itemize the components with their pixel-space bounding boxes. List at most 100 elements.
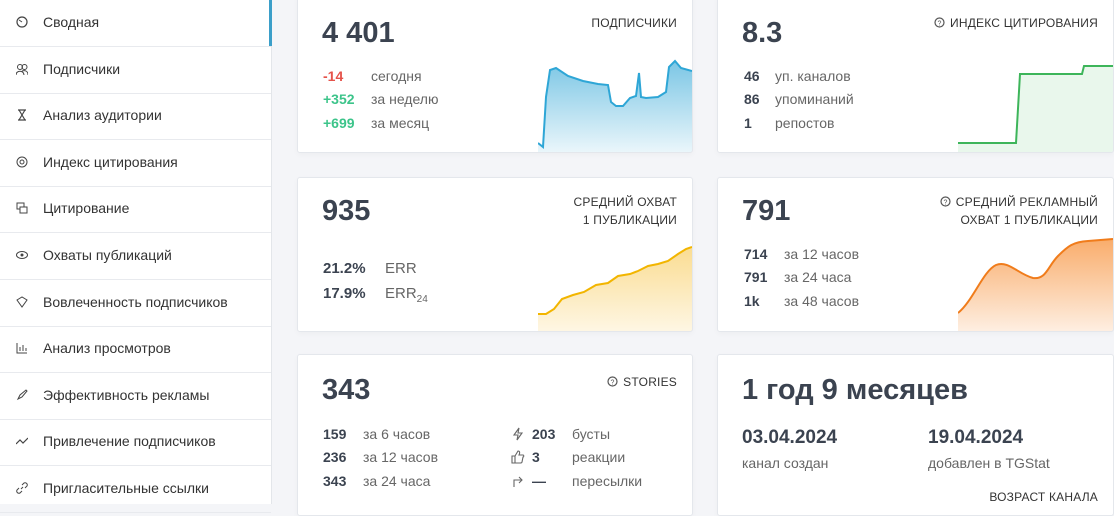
card-value: 1 год 9 месяцев [742, 374, 968, 406]
boost-icon [512, 427, 524, 441]
nav-icon [16, 389, 28, 400]
nav-icon [16, 482, 28, 494]
nav-icon [16, 63, 28, 75]
title-line: ОХВАТ 1 ПУБЛИКАЦИИ [960, 213, 1098, 227]
sparkline [538, 246, 692, 331]
date-label: канал создан [742, 455, 829, 471]
nav-label: Индекс цитирования [43, 153, 178, 170]
nav-label: Пригласительные ссылки [43, 480, 209, 496]
nav-item[interactable]: Анализ просмотров [0, 326, 271, 374]
card-title: ? STORIES [607, 373, 677, 391]
stat-label: пересылки [572, 473, 643, 489]
nav-item[interactable]: Анализ аудитории [0, 93, 271, 141]
card-title: ВОЗРАСТ КАНАЛА [989, 490, 1098, 504]
nav-icon [16, 437, 28, 445]
stat-value: 343 [323, 473, 347, 489]
date-value: 19.04.2024 [928, 427, 1024, 448]
nav-label: Вовлеченность подписчиков [43, 293, 228, 310]
nav-item[interactable]: Подписчики [0, 47, 271, 94]
card-title: СРЕДНИЙ ОХВАТ 1 ПУБЛИКАЦИИ [574, 193, 677, 229]
reach-card[interactable]: 935 СРЕДНИЙ ОХВАТ 1 ПУБЛИКАЦИИ 21.2% ERR … [297, 177, 693, 332]
nav-item[interactable]: Индекс цитирования [0, 140, 271, 187]
card-title: ПОДПИСЧИКИ [591, 16, 677, 30]
nav-item[interactable]: Пригласительные ссылки [0, 466, 271, 513]
nav-icon [16, 16, 28, 28]
subscribers-card[interactable]: 4 401 ПОДПИСЧИКИ -14 сегодня +352 за нед… [297, 0, 693, 153]
stat-value: 1 [744, 115, 752, 131]
nav-icon [16, 156, 28, 168]
date-label: добавлен в TGStat [928, 455, 1050, 471]
card-title: ИНДЕКС ЦИТИРОВАНИЯ [950, 16, 1098, 30]
date-value: 03.04.2024 [742, 427, 838, 448]
nav-icon [16, 202, 28, 214]
stat-value: — [532, 473, 546, 489]
nav-icon [16, 251, 28, 259]
reaction-icon [511, 450, 525, 464]
stat-label: за 12 часов [784, 246, 860, 262]
stat-value: 3 [532, 449, 540, 465]
stat-label: ERR24 [385, 285, 428, 305]
card-title: ? СРЕДНИЙ РЕКЛАМНЫЙ ОХВАТ 1 ПУБЛИКАЦИИ [940, 193, 1098, 229]
nav-icon [16, 343, 27, 354]
nav-item[interactable]: Эффективность рекламы [0, 373, 271, 420]
nav-label: Сводная [43, 14, 100, 30]
sparkline [958, 238, 1113, 331]
card-value: 935 [322, 195, 371, 227]
sidebar: Сводная Подписчики Анализ аудитории Индекс … [0, 0, 272, 513]
title-line: СРЕДНИЙ ОХВАТ [573, 195, 677, 209]
stat-value: 17.9% [323, 285, 366, 302]
svg-text:?: ? [611, 380, 615, 387]
stat-label: за 48 часов [784, 293, 860, 309]
stat-label-text: ERR [385, 285, 417, 302]
nav-label: Привлечение подписчиков [43, 433, 216, 450]
stat-value: 46 [744, 68, 760, 84]
stat-label: за 24 часа [784, 269, 852, 285]
stat-label: репостов [775, 115, 835, 131]
stat-label: уп. каналов [775, 68, 851, 84]
nav-label: Цитирование [43, 200, 130, 217]
stat-value: 714 [744, 246, 768, 262]
card-value: 791 [742, 195, 791, 227]
stat-label: ERR [385, 260, 417, 277]
help-icon: ? [607, 376, 618, 387]
nav-item[interactable]: Привлечение подписчиков [0, 419, 271, 467]
nav-label: Анализ просмотров [43, 340, 171, 357]
nav-icon [18, 109, 26, 121]
stat-label-sub: 24 [416, 294, 428, 305]
stat-value: 159 [323, 426, 347, 442]
stat-label: за 12 часов [363, 449, 439, 465]
sparkline [958, 65, 1113, 152]
nav-label: Подписчики [43, 60, 121, 77]
title-line: 1 ПУБЛИКАЦИИ [582, 213, 677, 227]
sparkline [538, 59, 692, 152]
svg-text:?: ? [937, 21, 941, 28]
ad-reach-card[interactable]: 791 ? СРЕДНИЙ РЕКЛАМНЫЙ ОХВАТ 1 ПУБЛИКАЦИИ… [717, 177, 1114, 332]
stat-value: -14 [323, 68, 344, 84]
title-text: STORIES [623, 375, 677, 389]
card-title-wrap: ? ИНДЕКС ЦИТИРОВАНИЯ [934, 14, 1098, 32]
stat-label: реакции [572, 449, 626, 465]
stat-value: 1k [744, 293, 760, 309]
stat-value: 236 [323, 449, 347, 465]
stat-value: 86 [744, 91, 760, 107]
nav-item[interactable]: Охваты публикаций [0, 233, 271, 280]
age-card[interactable]: 1 год 9 месяцев 03.04.2024 канал создан … [717, 354, 1114, 516]
stories-card[interactable]: 343 ? STORIES 159 за 6 часов 236 за 12 ча… [297, 354, 693, 516]
stat-label: за 6 часов [363, 426, 431, 442]
help-icon: ? [940, 196, 951, 207]
card-value: 8.3 [742, 17, 783, 49]
stat-label: за 24 часа [363, 473, 431, 489]
nav-item[interactable]: Вовлеченность подписчиков [0, 280, 271, 327]
card-value: 343 [322, 374, 371, 406]
card-value: 4 401 [322, 17, 395, 49]
stat-label: сегодня [371, 68, 422, 84]
nav-icon [16, 296, 28, 308]
nav-item[interactable]: Цитирование [0, 186, 271, 234]
nav-item[interactable]: Сводная [0, 0, 272, 47]
stat-label: упоминаний [775, 91, 854, 107]
citation-card[interactable]: 8.3 ? ИНДЕКС ЦИТИРОВАНИЯ 46 уп. каналов 8… [717, 0, 1114, 153]
title-line: СРЕДНИЙ РЕКЛАМНЫЙ [955, 195, 1098, 209]
stat-value: +352 [323, 91, 355, 107]
nav-label: Охваты публикаций [43, 247, 172, 263]
stat-value: 203 [532, 426, 556, 442]
